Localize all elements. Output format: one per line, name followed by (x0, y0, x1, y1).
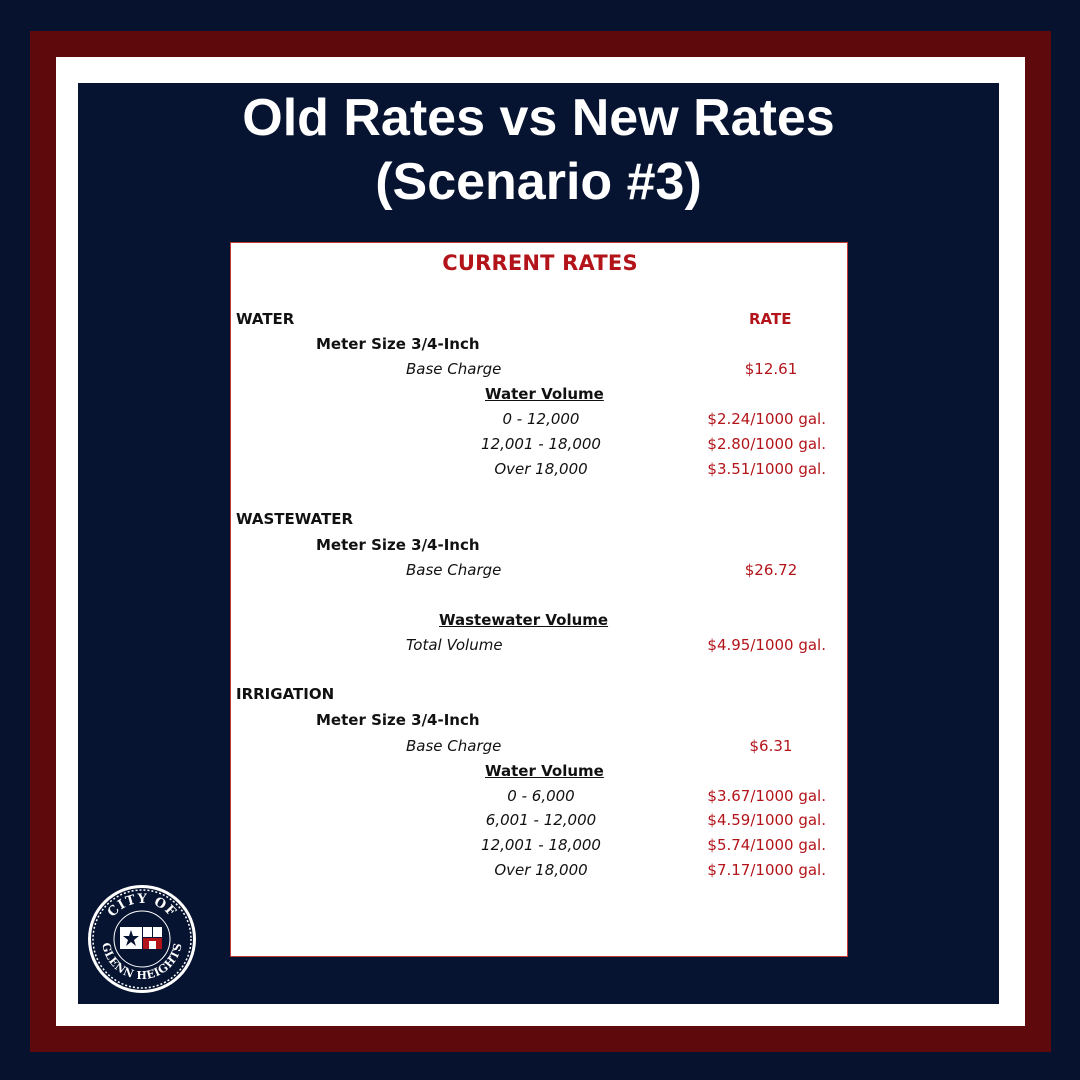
irrigation-tier-rate: $5.74/1000 gal. (707, 836, 826, 854)
irrigation-tier-range: 0 - 6,000 (507, 787, 575, 805)
wastewater-total-volume-label: Total Volume (406, 636, 503, 654)
irrigation-meter-size: Meter Size 3/4-Inch (316, 711, 480, 729)
title-line-1: Old Rates vs New Rates (242, 89, 835, 147)
irrigation-tier-range: 12,001 - 18,000 (481, 836, 601, 854)
water-tier-rate: $2.80/1000 gal. (707, 435, 826, 453)
irrigation-tier-range: 6,001 - 12,000 (485, 811, 597, 829)
irrigation-base-charge-rate: $6.31 (749, 737, 793, 755)
city-seal-logo: CITY OF GLENN HEIGHTS (88, 885, 196, 993)
irrigation-tier-rate: $4.59/1000 gal. (707, 811, 826, 829)
rates-sheet: CURRENT RATES WATER RATE Meter Size 3/4-… (230, 242, 848, 957)
water-tier-rate: $3.51/1000 gal. (707, 460, 826, 478)
wastewater-base-charge-label: Base Charge (406, 561, 502, 579)
page-title: Old Rates vs New Rates (Scenario #3) (78, 86, 999, 214)
irrigation-tier-range: Over 18,000 (494, 861, 588, 879)
water-section-label: WATER (236, 310, 295, 328)
wastewater-section-label: WASTEWATER (236, 510, 354, 528)
water-base-charge-label: Base Charge (406, 360, 502, 378)
water-tier-rate: $2.24/1000 gal. (707, 410, 826, 428)
irrigation-tier-rate: $7.17/1000 gal. (707, 861, 826, 879)
wastewater-volume-header: Wastewater Volume (439, 611, 609, 629)
water-tier-range: 12,001 - 18,000 (481, 435, 601, 453)
irrigation-base-charge-label: Base Charge (406, 737, 502, 755)
irrigation-section-label: IRRIGATION (236, 685, 335, 703)
irrigation-tier-rate: $3.67/1000 gal. (707, 787, 826, 805)
water-tier-range: Over 18,000 (494, 460, 588, 478)
wastewater-total-volume-rate: $4.95/1000 gal. (707, 636, 826, 654)
water-volume-header: Water Volume (485, 385, 604, 403)
wastewater-base-charge-rate: $26.72 (744, 561, 798, 579)
irrigation-volume-header: Water Volume (485, 762, 604, 780)
sheet-heading: CURRENT RATES (442, 251, 638, 275)
water-base-charge-rate: $12.61 (744, 360, 798, 378)
wastewater-meter-size: Meter Size 3/4-Inch (316, 536, 480, 554)
water-tier-range: 0 - 12,000 (502, 410, 580, 428)
title-line-2: (Scenario #3) (375, 153, 702, 211)
rate-column-header: RATE (749, 310, 792, 328)
water-meter-size: Meter Size 3/4-Inch (316, 335, 480, 353)
